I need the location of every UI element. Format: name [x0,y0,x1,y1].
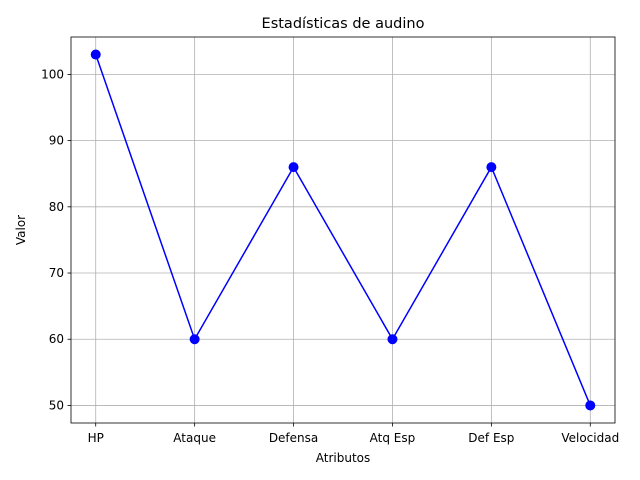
data-point [585,400,596,411]
y-axis-title: Valor [14,215,28,245]
ticks: HP Ataque Defensa Atq Esp Def Esp Velocidad 50… [41,67,619,445]
data-point [288,162,299,173]
series-line [95,54,591,406]
x-tick-label: Velocidad [561,431,619,445]
chart-title: Estadísticas de audino [262,16,425,32]
plot-frame [70,36,616,424]
y-tick-label: 100 [41,67,64,81]
y-tick-label: 60 [49,332,64,346]
x-tick-label: Atq Esp [370,431,416,445]
y-tick-label: 80 [49,200,64,214]
x-axis-title: Atributos [316,451,371,465]
x-tick-label: HP [88,431,104,445]
x-tick-label: Def Esp [468,431,514,445]
x-tick-label: Ataque [173,431,216,445]
grid [71,37,615,423]
data-point [90,49,101,60]
data-point [486,162,497,173]
data-point [189,334,200,345]
y-tick-label: 90 [49,134,64,148]
x-tick-label: Defensa [269,431,318,445]
data-point [387,334,398,345]
y-tick-label: 70 [49,266,64,280]
series-layer [90,49,596,411]
y-tick-label: 50 [49,398,64,412]
